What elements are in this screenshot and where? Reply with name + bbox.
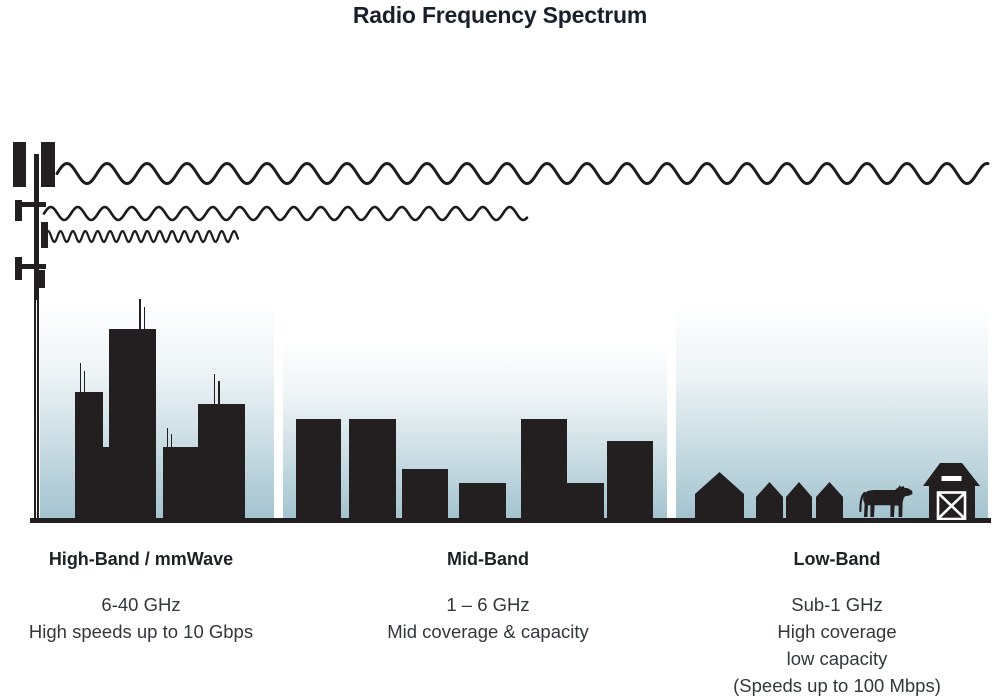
barn-roof: [923, 463, 980, 486]
band-heading-low: Low-Band: [793, 549, 881, 569]
barn-door: [936, 491, 967, 520]
text-line: Mid coverage & capacity: [387, 621, 589, 642]
antenna-panel: [41, 142, 55, 187]
text-line: Sub-1 GHz: [791, 594, 883, 615]
high-band-wave: [43, 229, 240, 244]
mid-rise-building: [402, 469, 448, 520]
mid-rise-building: [296, 419, 341, 520]
antenna-crossbar: [17, 202, 46, 207]
antenna-panel: [14, 200, 22, 221]
antenna-crossbar: [17, 264, 46, 269]
text-line: (Speeds up to 100 Mbps): [733, 675, 941, 696]
text-line: High speeds up to 10 Gbps: [28, 621, 254, 642]
skyscraper: [103, 447, 109, 520]
rooftop-antenna: [166, 428, 169, 447]
band-heading-mid: Mid-Band: [447, 549, 529, 569]
band-description-high: 6-40 GHz High speeds up to 10 Gbps: [0, 591, 291, 645]
tower-pole-edge: [34, 300, 36, 519]
cow-tail: [859, 491, 866, 513]
band-label-high: High-Band / mmWave 6-40 GHz High speeds u…: [0, 548, 291, 645]
mid-rise-building: [459, 483, 506, 520]
rooftop-antenna: [83, 371, 86, 392]
barn-icon: [923, 463, 980, 520]
band-description-mid: 1 – 6 GHz Mid coverage & capacity: [338, 591, 638, 645]
skyscraper: [163, 447, 198, 520]
skyscraper: [75, 392, 103, 520]
mid-rise-building: [567, 483, 604, 520]
band-label-mid: Mid-Band 1 – 6 GHz Mid coverage & capacit…: [338, 548, 638, 645]
skyscraper: [198, 404, 245, 520]
mid-rise-building: [521, 419, 567, 520]
text-line: 6-40 GHz: [101, 594, 181, 615]
barn-loft-vent: [941, 476, 962, 481]
text-line: low capacity: [786, 648, 888, 669]
low-band-wave: [55, 161, 990, 186]
antenna-panel: [41, 222, 48, 248]
mid-rise-building: [349, 419, 396, 520]
rooftop-antenna: [143, 307, 146, 329]
mid-band-wave: [42, 205, 529, 222]
rooftop-antenna: [139, 299, 141, 329]
ground-line: [30, 518, 991, 523]
antenna-panel: [12, 142, 26, 187]
tower-pole-edge: [37, 300, 39, 519]
band-heading-high: High-Band / mmWave: [48, 549, 234, 569]
skyscraper: [109, 329, 156, 520]
diagram-title: Radio Frequency Spectrum: [352, 2, 648, 28]
band-description-low: Sub-1 GHz High coverage low capacity (Speed…: [687, 591, 987, 699]
antenna-panel: [14, 257, 22, 280]
mid-rise-building: [607, 441, 653, 520]
band-label-low: Low-Band Sub-1 GHz High coverage low capac…: [687, 548, 987, 699]
rooftop-antenna: [213, 374, 216, 404]
rooftop-antenna: [79, 363, 82, 392]
cow-icon: [859, 485, 913, 517]
text-line: High coverage: [777, 621, 897, 642]
text-line: 1 – 6 GHz: [446, 594, 530, 615]
tower-pole: [34, 154, 39, 300]
rooftop-antenna: [218, 381, 220, 404]
antenna-panel: [39, 270, 45, 288]
rooftop-antenna: [170, 434, 173, 447]
